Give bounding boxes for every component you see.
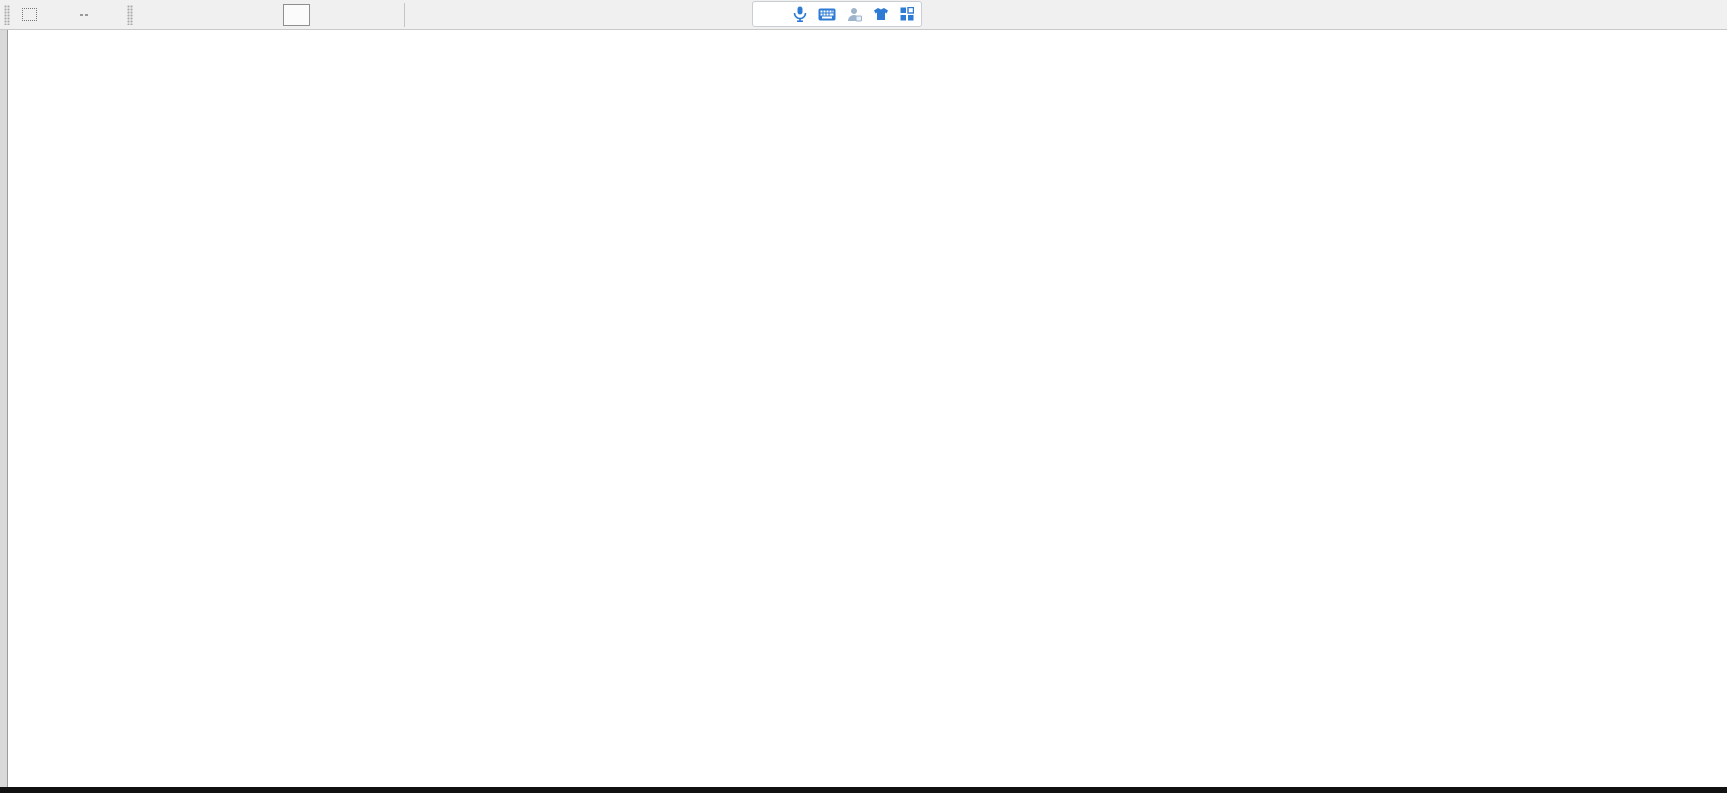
- window-left-edge: [0, 29, 8, 788]
- grid-icon: [22, 8, 37, 21]
- macd-header[interactable]: [11, 481, 17, 495]
- tf-button-h4[interactable]: [283, 3, 310, 26]
- style-tool-button[interactable]: [98, 4, 122, 26]
- tf-button-w1[interactable]: [341, 4, 368, 26]
- ime-skin-icon[interactable]: [873, 7, 889, 21]
- freehand-tool-button[interactable]: [15, 4, 44, 26]
- tf-button-m5[interactable]: [167, 4, 194, 26]
- toolbar-grip[interactable]: [4, 4, 10, 25]
- ime-toolbox-icon[interactable]: [900, 7, 914, 21]
- toolbar-grip[interactable]: [127, 4, 133, 25]
- tf-button-h1[interactable]: [254, 4, 281, 26]
- ime-voice-icon[interactable]: [793, 6, 807, 22]
- ime-pill: [752, 1, 922, 27]
- taskbar-edge: [0, 787, 1727, 793]
- ime-keyboard-icon[interactable]: [818, 8, 836, 21]
- tf-button-d1[interactable]: [312, 4, 339, 26]
- tf-button-m30[interactable]: [225, 4, 252, 26]
- tf-button-m1[interactable]: [138, 4, 165, 26]
- tf-button-mn[interactable]: [370, 4, 397, 26]
- rsi-header[interactable]: [11, 637, 17, 651]
- ime-toolbar: [746, 1, 922, 27]
- text-tool-button[interactable]: [72, 4, 96, 26]
- toolbar-separator: [404, 2, 405, 27]
- symbol-header[interactable]: [13, 33, 25, 47]
- tf-button-m15[interactable]: [196, 4, 223, 26]
- ime-account-icon[interactable]: [847, 7, 862, 22]
- label-tool-button[interactable]: [46, 4, 70, 26]
